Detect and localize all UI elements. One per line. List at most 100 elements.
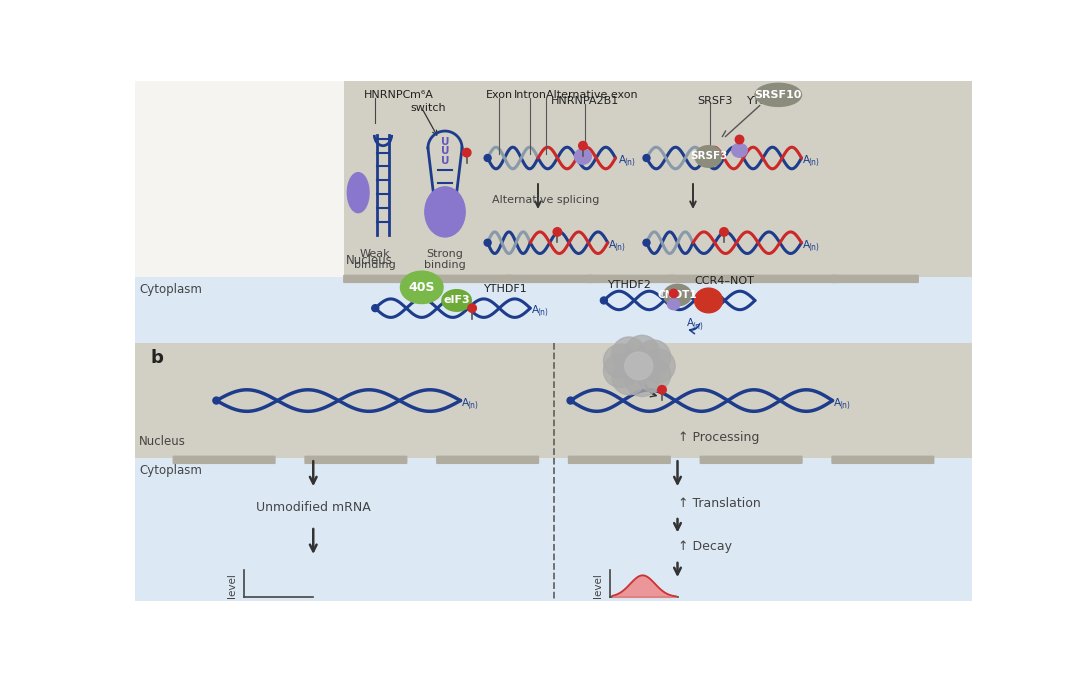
Circle shape [625,352,652,380]
Ellipse shape [575,148,592,164]
Circle shape [636,358,671,391]
FancyBboxPatch shape [343,275,431,283]
Circle shape [643,239,650,246]
FancyBboxPatch shape [424,275,512,283]
Text: eIF3: eIF3 [443,296,470,306]
Ellipse shape [732,143,747,157]
Text: level: level [593,573,604,598]
Circle shape [636,340,671,374]
Text: (n): (n) [809,158,820,167]
Circle shape [642,349,675,383]
Text: Cytoplasm: Cytoplasm [139,283,202,296]
Ellipse shape [424,187,465,237]
FancyBboxPatch shape [436,456,539,464]
Circle shape [468,304,476,313]
Text: CCR4–NOT: CCR4–NOT [694,276,755,286]
Circle shape [604,344,637,378]
Text: SRSF3: SRSF3 [697,97,732,107]
Circle shape [600,297,607,304]
Bar [135,81,345,601]
FancyBboxPatch shape [305,456,407,464]
FancyBboxPatch shape [832,275,919,283]
Bar [135,343,972,462]
FancyBboxPatch shape [832,456,934,464]
Circle shape [484,239,491,246]
Text: Cytoplasm: Cytoplasm [139,464,202,477]
FancyBboxPatch shape [568,456,671,464]
Text: A: A [834,398,841,408]
Circle shape [567,397,575,404]
Text: YTHDC1: YTHDC1 [747,97,793,107]
Circle shape [484,155,491,161]
Text: SRSF10: SRSF10 [755,90,802,100]
FancyBboxPatch shape [750,275,837,283]
Ellipse shape [442,290,471,311]
Ellipse shape [694,146,723,167]
Text: Exon: Exon [486,90,513,101]
Circle shape [553,227,562,236]
Text: ↑ Decay: ↑ Decay [677,540,731,553]
Text: A: A [804,240,810,250]
Text: (n): (n) [692,322,703,331]
Ellipse shape [663,284,691,306]
Text: Nucleus: Nucleus [346,254,393,267]
Text: A: A [619,155,626,165]
Text: (n): (n) [839,401,850,410]
FancyBboxPatch shape [173,456,275,464]
Ellipse shape [755,83,801,107]
Bar [345,81,972,277]
Text: HNRNPA2B1: HNRNPA2B1 [551,97,619,107]
Circle shape [462,148,471,157]
Circle shape [670,290,678,298]
Circle shape [719,227,728,236]
Circle shape [612,361,646,395]
FancyBboxPatch shape [505,275,593,283]
Ellipse shape [694,288,723,313]
Text: (n): (n) [537,308,549,317]
Bar [135,277,972,347]
Bar [135,458,972,601]
Text: A: A [462,398,469,408]
Text: Weak
binding: Weak binding [354,249,396,271]
Circle shape [612,337,646,371]
Text: ↑ Translation: ↑ Translation [677,497,760,510]
Text: HNRNPC: HNRNPC [364,90,411,101]
FancyBboxPatch shape [700,456,802,464]
Text: Nucleus: Nucleus [139,435,186,448]
Text: m⁶A
switch: m⁶A switch [410,90,446,113]
Ellipse shape [348,173,369,213]
Ellipse shape [667,299,679,310]
Text: (n): (n) [468,401,478,410]
Text: b: b [150,349,163,367]
Text: Strong
binding: Strong binding [424,249,465,271]
Circle shape [658,385,666,394]
Text: Alternative exon: Alternative exon [545,90,637,101]
FancyBboxPatch shape [588,275,675,283]
Text: SRSF3: SRSF3 [690,151,727,161]
Text: CNOT1: CNOT1 [658,290,698,300]
Text: A: A [804,155,810,165]
Text: A: A [609,240,617,250]
Text: (n): (n) [625,158,636,167]
Circle shape [604,354,637,387]
Circle shape [735,135,744,144]
Text: level: level [227,573,237,598]
Text: U
U
U: U U U [441,137,449,165]
Text: Intron: Intron [514,90,546,101]
Text: A: A [687,318,694,328]
Text: ↑ Processing: ↑ Processing [677,431,759,444]
Circle shape [579,142,588,150]
Circle shape [625,362,659,396]
Circle shape [625,335,659,369]
Text: Unmodified mRNA: Unmodified mRNA [256,501,370,514]
Text: YTHDF2: YTHDF2 [608,280,651,290]
Text: A: A [531,306,539,315]
Text: (n): (n) [615,243,625,252]
Circle shape [643,155,650,161]
Circle shape [372,304,379,312]
Ellipse shape [401,271,443,304]
Text: Alternative splicing: Alternative splicing [491,195,599,205]
FancyBboxPatch shape [669,275,756,283]
Text: 40S: 40S [408,281,435,294]
Circle shape [213,397,220,404]
